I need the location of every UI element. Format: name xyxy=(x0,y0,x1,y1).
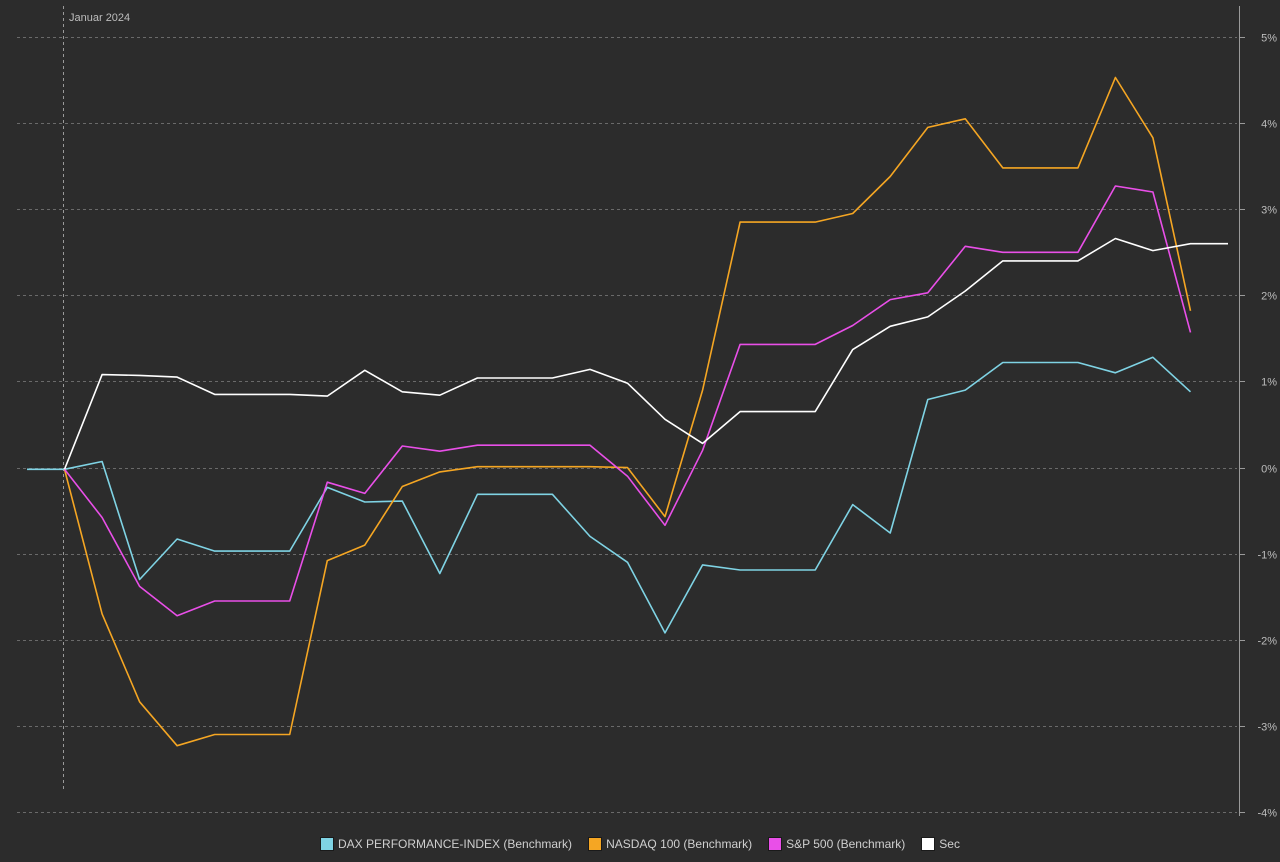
legend-swatch xyxy=(768,837,783,851)
grid-lines xyxy=(17,37,1237,813)
y-tick-label: -3% xyxy=(1257,722,1277,734)
legend-label: Sec xyxy=(939,837,960,851)
legend-swatch xyxy=(320,837,335,851)
y-tick-label: 1% xyxy=(1261,377,1277,389)
y-tick-label: 2% xyxy=(1261,291,1277,303)
series-line-4 xyxy=(63,237,1228,470)
y-tick-label: 5% xyxy=(1261,33,1277,45)
y-tick-label: -2% xyxy=(1257,636,1277,648)
legend-label: S&P 500 (Benchmark) xyxy=(786,837,906,851)
series-lines xyxy=(27,76,1228,747)
legend-item[interactable]: Sec xyxy=(921,837,960,851)
line-chart: Januar 2024 5% 4% 3% 2% 1% 0% -1% -2% -3% -4% xyxy=(17,6,1277,820)
series-line-1 xyxy=(27,356,1192,634)
legend-item[interactable]: NASDAQ 100 (Benchmark) xyxy=(588,837,752,851)
y-tick-label: 3% xyxy=(1261,205,1277,217)
series-line-3 xyxy=(63,185,1192,617)
y-tick-label: -4% xyxy=(1257,808,1277,820)
y-tick-label: 0% xyxy=(1261,464,1277,476)
legend-swatch xyxy=(588,837,603,851)
legend-label: NASDAQ 100 (Benchmark) xyxy=(606,837,753,851)
y-axis-ticks: 5% 4% 3% 2% 1% 0% -1% -2% -3% -4% xyxy=(1239,33,1277,820)
legend-label: DAX PERFORMANCE-INDEX (Benchmark) xyxy=(338,837,573,851)
series-line-2 xyxy=(63,76,1192,747)
y-tick-label: 4% xyxy=(1261,119,1277,131)
period-label: Januar 2024 xyxy=(69,12,130,24)
y-tick-label: -1% xyxy=(1257,550,1277,562)
legend-item[interactable]: DAX PERFORMANCE-INDEX (Benchmark) xyxy=(320,837,572,851)
legend: DAX PERFORMANCE-INDEX (Benchmark) NASDAQ … xyxy=(0,832,1280,856)
legend-item[interactable]: S&P 500 (Benchmark) xyxy=(768,837,905,851)
legend-swatch xyxy=(921,837,936,851)
